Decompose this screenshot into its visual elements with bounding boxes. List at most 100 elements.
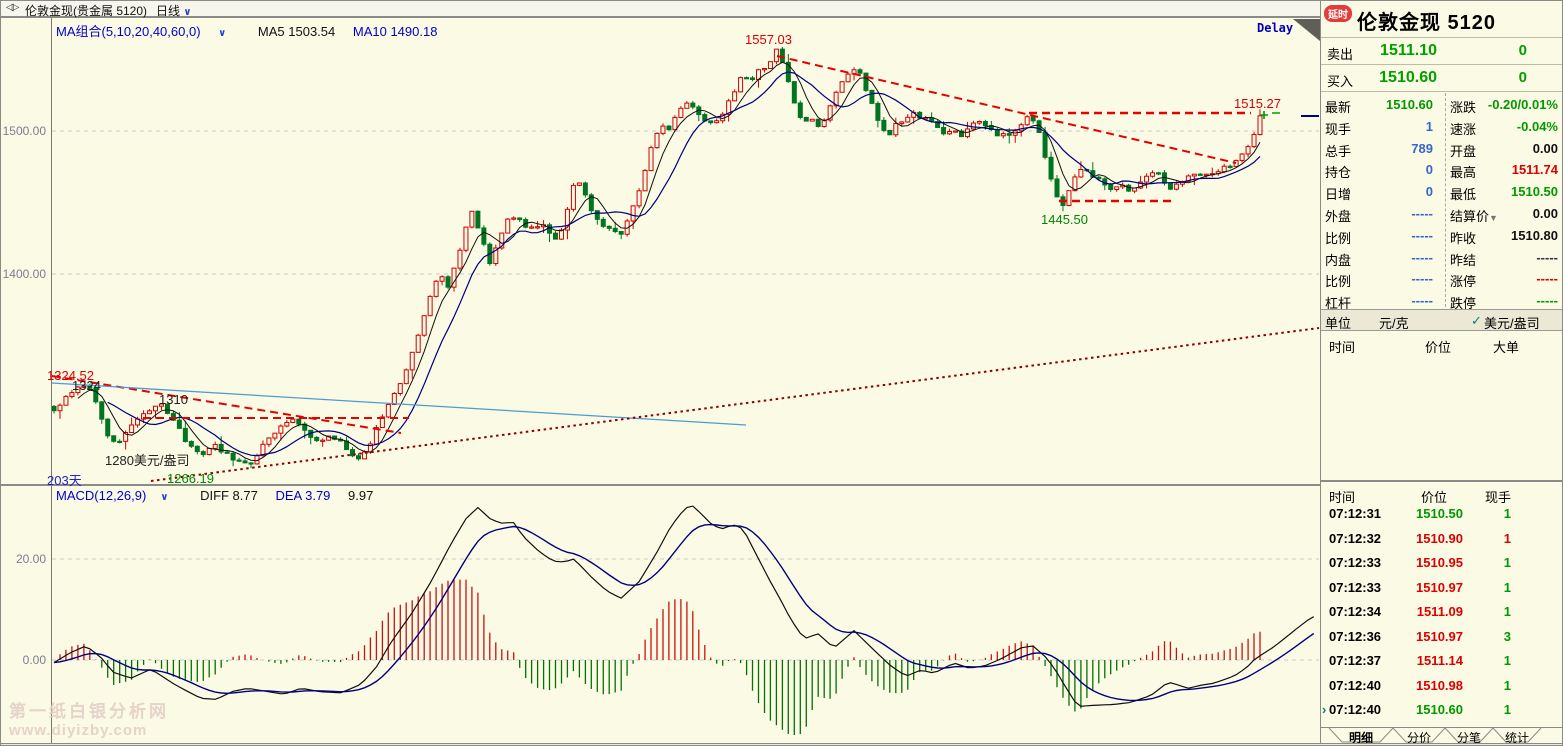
col-time: 时间 bbox=[1329, 490, 1356, 505]
col-volume: 现手 bbox=[1485, 490, 1512, 505]
macd-dropdown[interactable]: MACD(12,26,9) ∨ bbox=[56, 488, 169, 503]
settle-dropdown-icon[interactable]: ▼ bbox=[1489, 213, 1498, 223]
big-order-header: 时间 价位 大单 bbox=[1321, 334, 1562, 356]
chart-canvas[interactable] bbox=[51, 18, 1320, 743]
col-time: 时间 bbox=[1329, 340, 1356, 355]
tick-row[interactable]: 07:12:33 1510.95 1 bbox=[1321, 551, 1562, 576]
annotation-left-low: 1266.19 bbox=[167, 471, 214, 486]
unit-option-cny-gram[interactable]: 元/克 bbox=[1379, 316, 1409, 331]
field-label: 最新 bbox=[1325, 100, 1352, 115]
tick-row[interactable]: 07:12:40 1510.98 1 bbox=[1321, 674, 1562, 699]
unit-row: 单位 元/克 ✓ 美元/盎司 bbox=[1321, 309, 1562, 331]
period-label: 日线 bbox=[156, 4, 181, 18]
current-row-marker: › bbox=[1322, 702, 1327, 717]
tab-price-distribution[interactable]: 分价 bbox=[1406, 731, 1431, 745]
field-value: 1510.80 bbox=[1511, 227, 1558, 243]
ma-combo-dropdown[interactable]: MA组合(5,10,20,40,60,0) ∨ bbox=[56, 24, 227, 39]
tick-volume: 1 bbox=[1503, 604, 1511, 619]
field-label: 涨停 bbox=[1450, 274, 1477, 290]
tick-volume: 1 bbox=[1503, 579, 1511, 595]
tick-time: 07:12:37 bbox=[1329, 653, 1382, 668]
delay-badge: 延时 bbox=[1324, 5, 1352, 22]
watermark-line2: www.diyizby.com bbox=[9, 722, 148, 739]
tab-outline-decoration bbox=[1328, 728, 1542, 743]
sell-price: 1511.10 bbox=[1380, 42, 1437, 59]
macd-value: 9.97 bbox=[348, 488, 374, 503]
tick-price: 1511.09 bbox=[1416, 604, 1463, 619]
price-axis-line bbox=[51, 18, 52, 743]
annotation-1324: 1324 bbox=[72, 378, 101, 393]
field-value: 0 bbox=[1425, 184, 1433, 200]
field-label: 最低 bbox=[1450, 187, 1477, 203]
tick-row[interactable]: 07:12:31 1510.50 1 bbox=[1321, 502, 1562, 527]
tick-row[interactable]: 07:12:32 1510.90 1 bbox=[1321, 527, 1562, 552]
annotation-1280-usd-oz: 1280美元/盎司 bbox=[105, 453, 190, 468]
field-value: -0.04% bbox=[1516, 118, 1558, 134]
dea-value: DEA 3.79 bbox=[275, 488, 331, 503]
check-icon: ✓ bbox=[1471, 313, 1482, 328]
unit-option-usd-oz[interactable]: 美元/盎司 bbox=[1484, 316, 1540, 331]
field-value: ----- bbox=[1536, 249, 1558, 265]
tab-detail[interactable]: 明细 bbox=[1348, 731, 1373, 745]
col-bigorder: 大单 bbox=[1493, 340, 1520, 355]
field-label: 结算价▼ bbox=[1450, 209, 1498, 224]
tick-time: 07:12:40 bbox=[1329, 677, 1382, 693]
tick-row[interactable]: 07:12:33 1510.97 1 bbox=[1321, 576, 1562, 601]
tick-volume: 1 bbox=[1503, 530, 1511, 546]
instrument-title: 伦敦金现(贵金属 5120) bbox=[25, 4, 148, 18]
bottom-status-strip bbox=[1, 743, 1562, 745]
ma-header: MA组合(5,10,20,40,60,0) ∨ MA5 1503.54 MA10… bbox=[56, 21, 451, 40]
tick-time: 07:12:31 bbox=[1329, 506, 1382, 521]
field-label: 杠杆 bbox=[1325, 296, 1352, 312]
chevron-down-icon: ∨ bbox=[218, 28, 227, 39]
field-label: 最高 bbox=[1450, 165, 1477, 181]
buy-volume: 0 bbox=[1518, 69, 1527, 86]
price-tick-1400: 1400.00 bbox=[2, 267, 46, 281]
field-label: 比例 bbox=[1325, 274, 1352, 290]
chevron-down-icon: ∨ bbox=[160, 492, 169, 503]
tick-time: 07:12:32 bbox=[1329, 530, 1382, 546]
field-label: 开盘 bbox=[1450, 143, 1477, 159]
tick-price: 1510.50 bbox=[1416, 506, 1463, 521]
buy-price: 1510.60 bbox=[1379, 69, 1437, 86]
tick-time: 07:12:34 bbox=[1329, 604, 1382, 619]
field-value: ----- bbox=[1536, 293, 1558, 309]
annotation-1310: 1310 bbox=[159, 392, 188, 407]
annotation-support-price: 1445.50 bbox=[1041, 212, 1088, 227]
field-label: 日增 bbox=[1325, 187, 1352, 203]
tick-volume: 1 bbox=[1503, 702, 1511, 717]
field-label: 昨收 bbox=[1450, 230, 1477, 246]
unit-label: 单位 bbox=[1325, 316, 1352, 331]
field-value: ----- bbox=[1411, 206, 1433, 221]
buy-label: 买入 bbox=[1327, 74, 1354, 89]
diff-value: DIFF 8.77 bbox=[200, 488, 258, 503]
tick-row[interactable]: › 07:12:40 1510.60 1 bbox=[1321, 698, 1562, 723]
tick-row[interactable]: 07:12:36 1510.97 3 bbox=[1321, 625, 1562, 650]
tick-price: 1510.60 bbox=[1416, 702, 1463, 717]
tick-volume: 3 bbox=[1503, 628, 1511, 644]
field-value: 0.00 bbox=[1532, 140, 1558, 156]
tab-tick[interactable]: 分笔 bbox=[1456, 731, 1481, 745]
col-price: 价位 bbox=[1421, 490, 1448, 505]
field-value: 0.00 bbox=[1532, 206, 1558, 221]
field-value: -0.20/0.01% bbox=[1487, 97, 1558, 112]
period-dropdown[interactable]: 日线 ∨ bbox=[156, 2, 191, 19]
tick-price: 1510.97 bbox=[1416, 579, 1463, 595]
field-value: 1510.50 bbox=[1511, 184, 1558, 200]
tick-row[interactable]: 07:12:37 1511.14 1 bbox=[1321, 649, 1562, 674]
macd-tick-20: 20.00 bbox=[15, 552, 46, 566]
tick-volume: 1 bbox=[1503, 555, 1511, 570]
panel-divider bbox=[1321, 480, 1562, 482]
tick-price: 1510.97 bbox=[1416, 628, 1463, 644]
tick-row[interactable]: 07:12:34 1511.09 1 bbox=[1321, 600, 1562, 625]
field-label: 总手 bbox=[1325, 143, 1352, 159]
tick-volume: 1 bbox=[1503, 677, 1511, 693]
tick-price: 1510.95 bbox=[1416, 555, 1463, 570]
field-value: ----- bbox=[1411, 227, 1433, 243]
field-label: 内盘 bbox=[1325, 252, 1352, 268]
tab-statistics[interactable]: 统计 bbox=[1504, 731, 1529, 745]
watermark-line1: 第一纸白银分析网 bbox=[9, 702, 169, 721]
delay-label: Delay bbox=[1257, 21, 1294, 35]
ma10-value: MA10 1490.18 bbox=[352, 24, 438, 39]
